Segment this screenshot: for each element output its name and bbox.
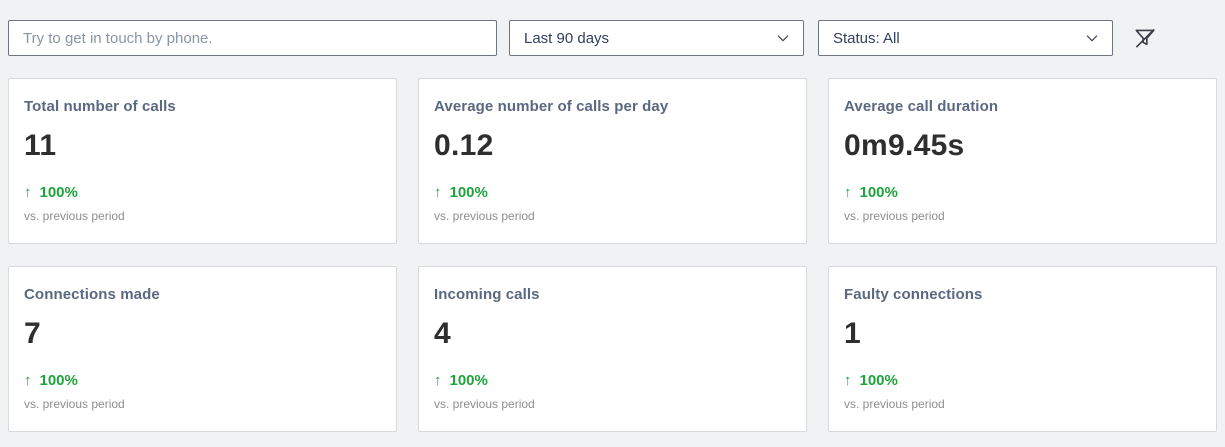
vs-previous-period-label: vs. previous period bbox=[434, 397, 535, 411]
card-value: 0m9.45s bbox=[844, 129, 965, 162]
up-arrow-icon: ↑ bbox=[844, 184, 852, 201]
vs-previous-period-label: vs. previous period bbox=[434, 209, 535, 223]
card-title: Average number of calls per day bbox=[434, 98, 669, 115]
card-title: Total number of calls bbox=[24, 98, 176, 115]
search-input[interactable] bbox=[8, 20, 497, 56]
card-total-calls: Total number of calls 11 ↑ 100% vs. prev… bbox=[8, 78, 397, 244]
card-value: 4 bbox=[434, 317, 451, 350]
card-value: 7 bbox=[24, 317, 41, 350]
vs-previous-period-label: vs. previous period bbox=[844, 397, 945, 411]
chevron-down-icon bbox=[1084, 30, 1100, 46]
change-percent: 100% bbox=[449, 372, 488, 389]
up-arrow-icon: ↑ bbox=[24, 372, 32, 389]
change-percent: 100% bbox=[859, 184, 898, 201]
card-change: ↑ 100% bbox=[24, 372, 380, 389]
vs-previous-period-label: vs. previous period bbox=[24, 397, 125, 411]
status-dropdown-value: Status: All bbox=[833, 29, 900, 47]
card-avg-call-duration: Average call duration 0m9.45s ↑ 100% vs.… bbox=[828, 78, 1217, 244]
card-title: Average call duration bbox=[844, 98, 999, 115]
filter-off-icon bbox=[1132, 25, 1158, 51]
card-value: 1 bbox=[844, 317, 861, 350]
card-connections-made: Connections made 7 ↑ 100% vs. previous p… bbox=[8, 266, 397, 432]
card-faulty-connections: Faulty connections 1 ↑ 100% vs. previous… bbox=[828, 266, 1217, 432]
period-dropdown[interactable]: Last 90 days bbox=[509, 20, 804, 56]
card-value: 11 bbox=[24, 129, 57, 162]
kpi-cards-grid: Total number of calls 11 ↑ 100% vs. prev… bbox=[8, 78, 1217, 432]
status-dropdown[interactable]: Status: All bbox=[818, 20, 1113, 56]
change-percent: 100% bbox=[39, 184, 78, 201]
vs-previous-period-label: vs. previous period bbox=[24, 209, 125, 223]
filters-toolbar: Last 90 days Status: All bbox=[8, 20, 1217, 56]
chevron-down-icon bbox=[775, 30, 791, 46]
card-avg-calls-per-day: Average number of calls per day 0.12 ↑ 1… bbox=[418, 78, 807, 244]
change-percent: 100% bbox=[39, 372, 78, 389]
card-change: ↑ 100% bbox=[844, 372, 1200, 389]
up-arrow-icon: ↑ bbox=[434, 184, 442, 201]
card-title: Faulty connections bbox=[844, 286, 983, 303]
period-dropdown-value: Last 90 days bbox=[524, 29, 610, 47]
vs-previous-period-label: vs. previous period bbox=[844, 209, 945, 223]
change-percent: 100% bbox=[449, 184, 488, 201]
card-value: 0.12 bbox=[434, 129, 494, 162]
clear-filters-button[interactable] bbox=[1130, 23, 1160, 53]
up-arrow-icon: ↑ bbox=[24, 184, 32, 201]
card-change: ↑ 100% bbox=[844, 184, 1200, 201]
card-change: ↑ 100% bbox=[24, 184, 380, 201]
up-arrow-icon: ↑ bbox=[434, 372, 442, 389]
change-percent: 100% bbox=[859, 372, 898, 389]
card-title: Connections made bbox=[24, 286, 160, 303]
card-incoming-calls: Incoming calls 4 ↑ 100% vs. previous per… bbox=[418, 266, 807, 432]
card-change: ↑ 100% bbox=[434, 372, 790, 389]
card-title: Incoming calls bbox=[434, 286, 540, 303]
up-arrow-icon: ↑ bbox=[844, 372, 852, 389]
card-change: ↑ 100% bbox=[434, 184, 790, 201]
